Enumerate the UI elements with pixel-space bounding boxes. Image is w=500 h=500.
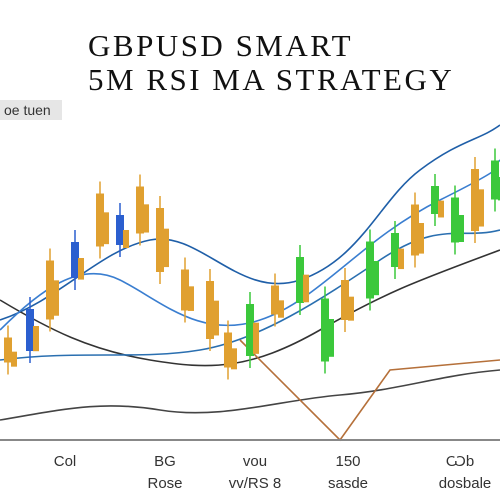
candle <box>71 242 79 278</box>
candle <box>271 285 279 315</box>
candle <box>341 280 349 320</box>
axis-label: Ѡb <box>446 453 474 470</box>
candle <box>78 258 84 280</box>
candle <box>438 200 444 218</box>
guide-line <box>0 249 500 367</box>
axis-label: sasde <box>328 475 368 492</box>
candle <box>246 304 254 356</box>
candle <box>188 286 194 311</box>
axis-label: vv/RS 8 <box>229 475 282 492</box>
candle <box>431 186 439 214</box>
candle <box>231 348 237 370</box>
candle <box>478 189 484 227</box>
candle <box>46 260 54 320</box>
candle <box>458 215 464 242</box>
candle <box>156 208 164 272</box>
candle <box>123 230 129 248</box>
axis-label: vou <box>243 453 267 470</box>
guide-line <box>0 124 500 321</box>
candle <box>278 300 284 318</box>
candle <box>491 160 499 200</box>
candle <box>4 337 12 363</box>
candle <box>136 186 144 234</box>
guide-line <box>0 369 500 421</box>
candle <box>321 298 329 362</box>
candle <box>206 281 214 339</box>
candle <box>181 269 189 311</box>
candle <box>498 177 500 201</box>
candle <box>103 212 109 245</box>
candle <box>418 223 424 254</box>
candle <box>33 326 39 352</box>
title-line: 5M RSI MA STRATEGY <box>88 62 454 97</box>
candle <box>26 309 34 351</box>
axis-label: BG <box>154 453 176 470</box>
corner-box <box>0 100 62 120</box>
candle <box>116 215 124 245</box>
axis-label: Col <box>54 453 77 470</box>
candle <box>328 319 334 357</box>
candle <box>253 322 259 354</box>
candle <box>348 296 354 321</box>
candle <box>451 197 459 243</box>
candle <box>213 300 219 336</box>
candle <box>471 169 479 231</box>
candle <box>391 233 399 267</box>
candle <box>96 193 104 247</box>
title-line: GBPUSD SMART <box>88 28 353 63</box>
guide-line <box>0 229 500 361</box>
candle <box>296 257 304 303</box>
candle <box>163 228 169 268</box>
candle <box>224 332 232 368</box>
candle <box>303 274 309 303</box>
candle <box>11 351 17 367</box>
chart-art <box>0 124 500 442</box>
candle <box>53 280 59 316</box>
candle <box>373 261 379 296</box>
candle <box>143 204 149 233</box>
corner-label: oe tuen <box>4 102 51 118</box>
candle <box>398 248 404 270</box>
guide-line <box>0 159 500 331</box>
guide-line <box>239 339 500 442</box>
candle <box>411 204 419 256</box>
axis-label: Rose <box>147 475 182 492</box>
axis-label: 150 <box>335 453 360 470</box>
candle <box>366 241 374 299</box>
axis-label: dosbale <box>439 475 492 492</box>
